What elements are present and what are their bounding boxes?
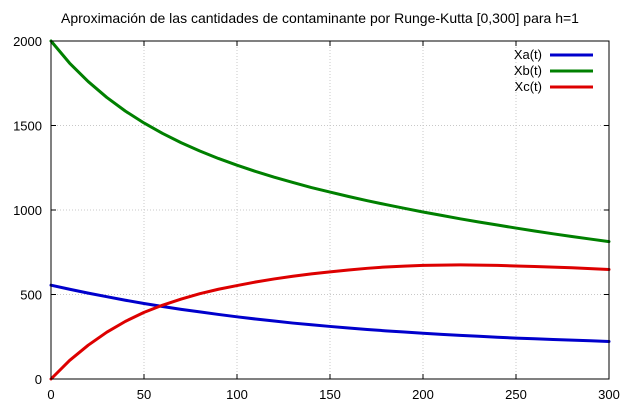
x-tick-label: 50 [137,387,151,402]
x-tick-label: 0 [47,387,54,402]
chart-title: Aproximación de las cantidades de contam… [61,10,579,26]
y-tick-label: 0 [35,372,42,387]
y-tick-label: 1000 [13,203,42,218]
y-tick-label: 1500 [13,119,42,134]
legend: Xa(t)Xb(t)Xc(t) [514,47,593,94]
series-line-xb-t [49,39,611,244]
axis-ticks: 0 50 100 150 200 250 300 0 500 1000 1500 2000 [13,34,620,402]
legend-label: Xc(t) [515,79,542,94]
series-lines [49,39,611,381]
x-tick-label: 200 [412,387,434,402]
series-line-xc-t [49,263,611,381]
grid [51,41,609,379]
legend-label: Xb(t) [514,63,542,78]
x-tick-label: 150 [319,387,341,402]
series-line-xa-t [49,283,611,343]
y-tick-label: 2000 [13,34,42,49]
x-tick-label: 100 [226,387,248,402]
legend-label: Xa(t) [514,47,542,62]
x-tick-label: 300 [598,387,620,402]
x-tick-label: 250 [505,387,527,402]
y-tick-label: 500 [20,288,42,303]
